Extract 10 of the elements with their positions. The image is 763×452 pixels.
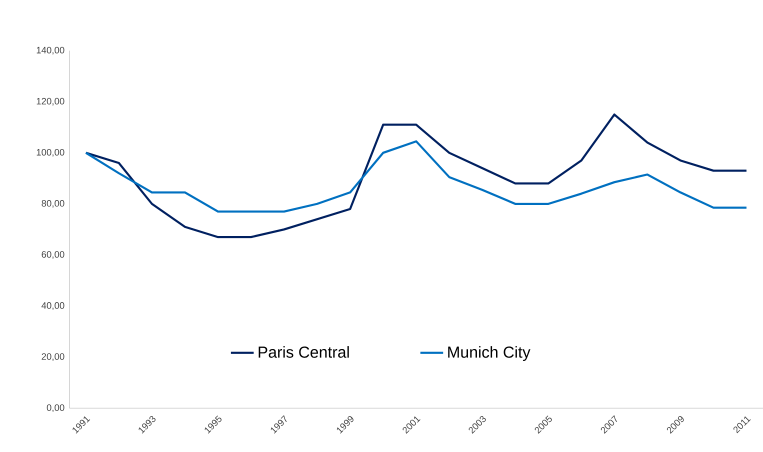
legend-label: Paris Central — [258, 346, 349, 358]
y-tick-label: 120,00 — [36, 98, 64, 106]
y-tick-label: 100,00 — [36, 148, 64, 157]
legend-label: Munich City — [448, 346, 530, 361]
y-tick-label: 0,00 — [46, 404, 64, 412]
y-tick-label: 20,00 — [42, 353, 64, 361]
y-tick-label: 140,00 — [36, 46, 64, 54]
y-tick-label: 40,00 — [42, 302, 64, 310]
y-tick-label: 80,00 — [42, 200, 64, 208]
y-tick-label: 60,00 — [42, 251, 64, 259]
